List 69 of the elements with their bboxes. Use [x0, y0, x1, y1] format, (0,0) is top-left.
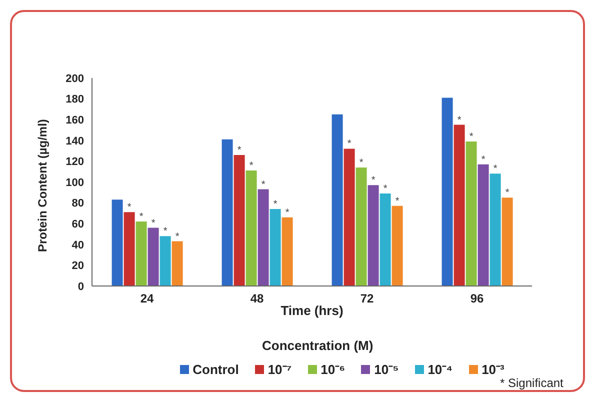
data-label: * — [273, 199, 278, 210]
bar — [356, 167, 367, 286]
bar — [246, 170, 257, 286]
bar — [136, 222, 147, 286]
bar — [502, 198, 513, 286]
bar — [258, 189, 269, 286]
bar — [368, 185, 379, 286]
bar — [380, 193, 391, 286]
data-label: * — [383, 183, 388, 194]
data-label: * — [505, 188, 510, 199]
bar — [124, 212, 135, 286]
data-label: * — [237, 144, 242, 156]
legend-label: 10⁻⁴ — [426, 361, 453, 378]
legend-label: 10⁻⁵ — [373, 361, 399, 378]
data-label: * — [139, 212, 144, 223]
text: * Significant — [500, 376, 564, 390]
y-axis-title: Protein Content (µg/ml) — [35, 119, 50, 252]
bar — [112, 200, 123, 286]
bar — [148, 228, 159, 286]
x-axis-title: Time (hrs) — [280, 303, 344, 318]
data-label: * — [175, 231, 180, 242]
legend-label: 10⁻³ — [480, 361, 504, 378]
bar — [466, 141, 477, 286]
data-label: * — [261, 179, 266, 190]
legend-label: 10⁻⁶ — [320, 361, 346, 378]
y-tick-label: 60 — [72, 218, 84, 231]
y-tick-label: 200 — [66, 72, 84, 85]
bar — [442, 98, 453, 286]
legend-label: 10⁻⁷ — [266, 361, 292, 378]
y-tick-label: 100 — [66, 176, 84, 189]
data-label: * — [359, 157, 364, 168]
bar — [282, 217, 293, 286]
text: Concentration (M) — [262, 338, 374, 353]
bar — [490, 174, 501, 286]
legend-label: Control — [192, 360, 239, 378]
data-label: * — [151, 218, 156, 229]
data-label: * — [127, 202, 132, 214]
bar — [270, 209, 281, 286]
bar — [172, 241, 183, 286]
bar — [222, 139, 233, 286]
data-label: * — [469, 131, 474, 142]
data-label: * — [481, 154, 486, 166]
bar — [454, 124, 465, 286]
x-tick-label: 24 — [140, 292, 154, 306]
y-tick-label: 180 — [66, 94, 84, 106]
y-tick-label: 0 — [78, 280, 84, 293]
y-tick-label: 40 — [72, 239, 84, 252]
bar — [332, 114, 343, 286]
data-label: * — [347, 138, 352, 150]
y-tick-label: 160 — [66, 114, 84, 127]
y-tick-label: 20 — [72, 260, 84, 272]
bar — [478, 164, 489, 286]
bar — [234, 154, 245, 286]
data-label: * — [371, 175, 376, 186]
data-label: * — [249, 160, 254, 172]
data-label: * — [163, 226, 168, 238]
x-tick-label: 48 — [250, 292, 264, 306]
y-tick-label: 120 — [66, 156, 84, 168]
bar — [392, 206, 403, 286]
x-tick-label: 96 — [470, 292, 484, 306]
x-tick-label: 72 — [360, 292, 374, 306]
data-label: * — [493, 164, 498, 175]
bar — [344, 148, 355, 286]
data-label: * — [457, 114, 462, 126]
data-label: * — [395, 196, 400, 207]
y-tick-label: 140 — [66, 135, 84, 148]
bar — [160, 236, 171, 286]
y-tick-label: 80 — [72, 198, 84, 210]
data-label: * — [285, 207, 290, 218]
